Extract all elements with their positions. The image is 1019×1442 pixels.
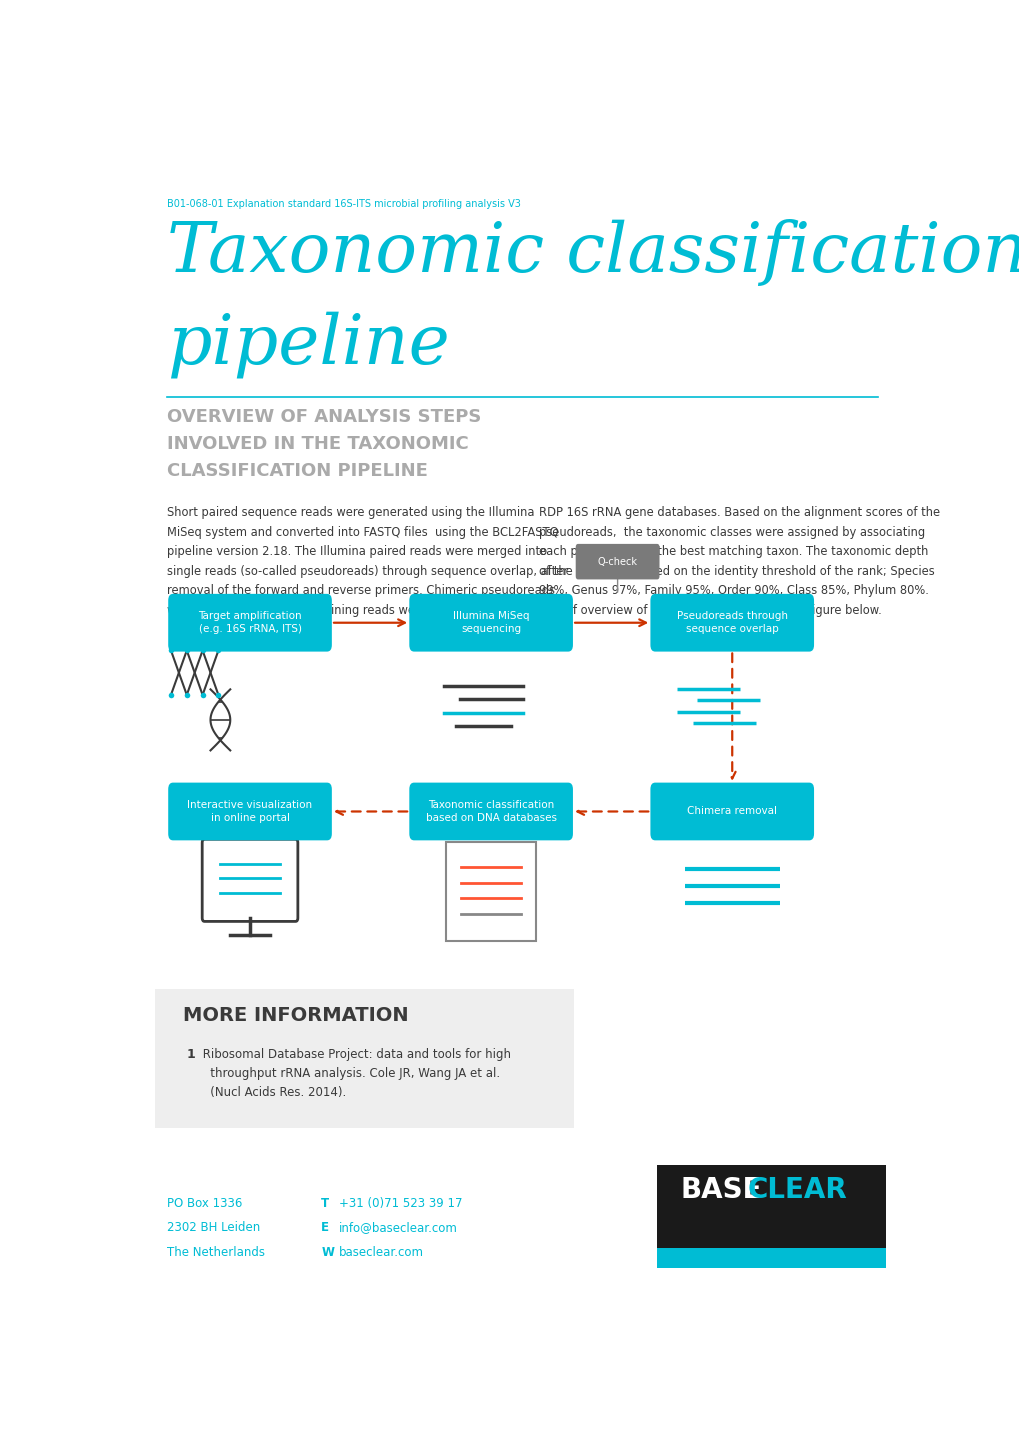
FancyBboxPatch shape [656, 1165, 886, 1247]
FancyBboxPatch shape [168, 783, 331, 841]
Text: RDP 16S rRNA gene databases. Based on the alignment scores of the
pseudoreads,  : RDP 16S rRNA gene databases. Based on th… [538, 506, 938, 617]
FancyBboxPatch shape [168, 594, 331, 652]
Text: Illumina MiSeq
sequencing: Illumina MiSeq sequencing [452, 611, 529, 634]
FancyBboxPatch shape [202, 839, 298, 921]
Text: E: E [321, 1221, 329, 1234]
Text: MORE INFORMATION: MORE INFORMATION [182, 1007, 408, 1025]
Text: INVOLVED IN THE TAXONOMIC: INVOLVED IN THE TAXONOMIC [167, 435, 469, 453]
Text: baseclear.com: baseclear.com [339, 1246, 424, 1259]
Text: Chimera removal: Chimera removal [687, 806, 776, 816]
Text: The Netherlands: The Netherlands [167, 1246, 265, 1259]
FancyBboxPatch shape [409, 594, 573, 652]
Text: Taxonomic classification: Taxonomic classification [167, 219, 1019, 287]
FancyBboxPatch shape [155, 989, 574, 1128]
Text: pipeline: pipeline [167, 310, 449, 378]
Text: info@baseclear.com: info@baseclear.com [339, 1221, 458, 1234]
Text: CLASSIFICATION PIPELINE: CLASSIFICATION PIPELINE [167, 461, 428, 480]
Text: B01-068-01 Explanation standard 16S-ITS microbial profiling analysis V3: B01-068-01 Explanation standard 16S-ITS … [167, 199, 521, 209]
Text: Short paired sequence reads were generated using the Illumina
MiSeq system and c: Short paired sequence reads were generat… [167, 506, 568, 617]
FancyBboxPatch shape [575, 544, 659, 580]
Text: Target amplification
(e.g. 16S rRNA, ITS): Target amplification (e.g. 16S rRNA, ITS… [198, 611, 302, 634]
Text: Pseudoreads through
sequence overlap: Pseudoreads through sequence overlap [676, 611, 787, 634]
FancyBboxPatch shape [650, 594, 813, 652]
Text: OVERVIEW OF ANALYSIS STEPS: OVERVIEW OF ANALYSIS STEPS [167, 408, 481, 427]
Text: 2302 BH Leiden: 2302 BH Leiden [167, 1221, 260, 1234]
FancyBboxPatch shape [650, 783, 813, 841]
Text: T: T [321, 1197, 329, 1210]
Text: Taxonomic classification
based on DNA databases: Taxonomic classification based on DNA da… [425, 800, 556, 823]
Text: W: W [321, 1246, 334, 1259]
Text: BASE: BASE [681, 1175, 761, 1204]
Text: PO Box 1336: PO Box 1336 [167, 1197, 243, 1210]
FancyBboxPatch shape [409, 783, 573, 841]
Text: Q-check: Q-check [597, 557, 637, 567]
Text: 1: 1 [186, 1048, 196, 1061]
Text: Ribosomal Database Project: data and tools for high
   throughput rRNA analysis.: Ribosomal Database Project: data and too… [199, 1048, 511, 1099]
Text: Interactive visualization
in online portal: Interactive visualization in online port… [187, 800, 312, 823]
Text: +31 (0)71 523 39 17: +31 (0)71 523 39 17 [339, 1197, 463, 1210]
Text: CLEAR: CLEAR [747, 1175, 847, 1204]
FancyBboxPatch shape [445, 842, 536, 940]
FancyBboxPatch shape [656, 1247, 886, 1268]
